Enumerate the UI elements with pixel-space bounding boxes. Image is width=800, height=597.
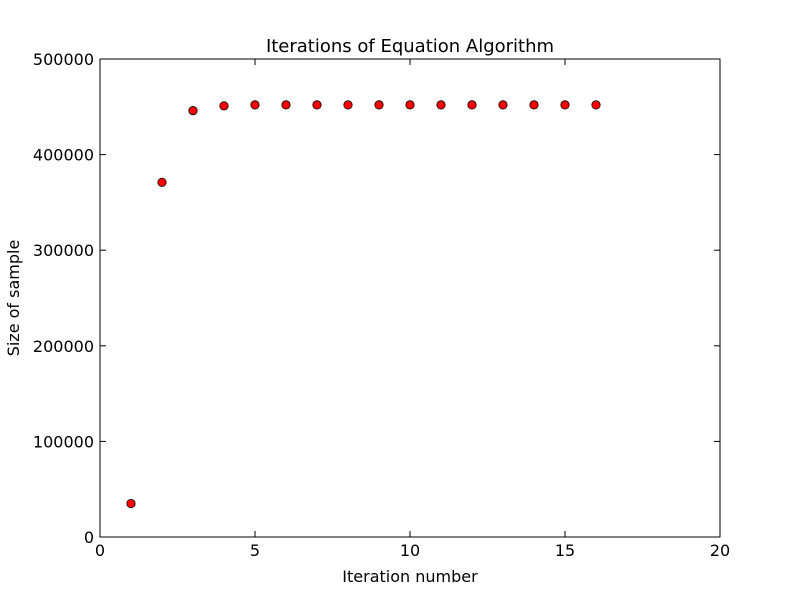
data-point [436,100,446,110]
data-point [529,100,539,110]
data-point [250,100,260,110]
y-tick-label: 200000 [33,337,94,356]
data-point [312,100,322,110]
axis-ticks-group: 0 5 10 15 20 0 100000 200000 300000 400000 500000 [33,50,730,560]
y-tick-label: 0 [84,528,94,547]
x-tick-label: 20 [710,541,730,560]
y-tick-label: 100000 [33,432,94,451]
data-point [560,100,570,110]
chart-title: Iterations of Equation Algorithm [266,36,554,57]
y-tick-label: 400000 [33,146,94,165]
data-point [343,100,353,110]
y-axis-label: Size of sample [4,240,23,357]
x-tick-label: 15 [555,541,575,560]
data-point [157,177,167,187]
x-axis-label: Iteration number [342,567,478,586]
x-tick-label: 10 [400,541,420,560]
x-tick-label: 0 [95,541,105,560]
data-point [467,100,477,110]
plot-area [99,58,721,538]
y-tick-label: 500000 [33,50,94,69]
x-tick-label: 5 [250,541,260,560]
data-point [126,498,136,509]
data-point [219,101,229,111]
y-tick-label: 300000 [33,241,94,260]
data-point [374,100,384,110]
data-point [188,106,198,116]
data-points-group [126,100,601,509]
data-point [591,100,601,110]
data-point [405,100,415,110]
data-point [498,100,508,110]
data-point [281,100,291,110]
